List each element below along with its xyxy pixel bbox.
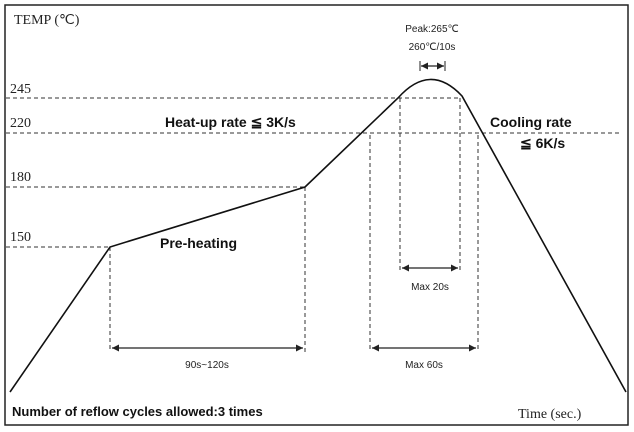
preheat-time: 90s~120s (185, 360, 229, 371)
peak-label: Peak:265℃ (405, 24, 459, 35)
max-20: Max 20s (411, 282, 449, 293)
peak-hold: 260℃/10s (409, 42, 456, 53)
footer: Number of reflow cycles allowed:3 times (12, 404, 263, 419)
pre-heating: Pre-heating (160, 235, 237, 251)
cooling: ≦ 6K/s (520, 135, 565, 151)
arrows (112, 61, 476, 352)
max-60: Max 60s (405, 360, 443, 371)
y-label: TEMP (℃) (14, 13, 80, 28)
level: 180 (10, 170, 31, 185)
guides (6, 97, 620, 352)
x-label: Time (sec.) (518, 407, 582, 422)
level: 245 (10, 82, 31, 97)
profile-curve (9, 78, 627, 393)
frame (4, 4, 629, 426)
heat-up: Heat-up rate ≦ 3K/s (165, 114, 296, 130)
level: 220 (10, 116, 31, 131)
cooling: Cooling rate (490, 114, 572, 130)
level: 150 (10, 230, 31, 245)
